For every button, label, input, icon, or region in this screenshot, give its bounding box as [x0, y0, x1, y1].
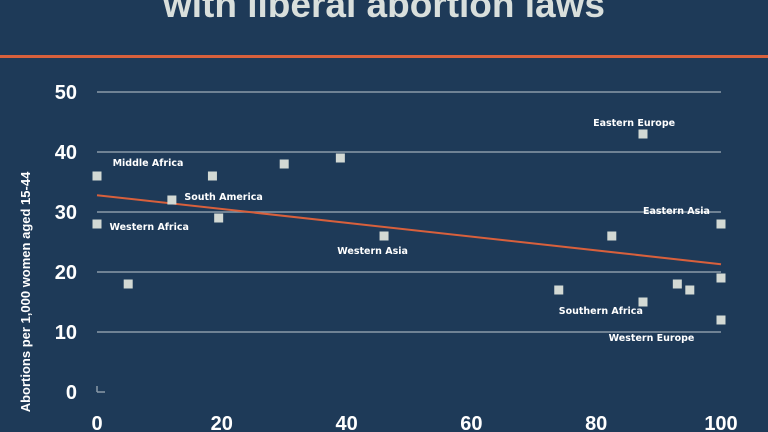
- data-point: [214, 213, 224, 223]
- data-point: [207, 171, 217, 181]
- data-point: [638, 129, 648, 139]
- y-tick-label: 50: [55, 82, 77, 104]
- x-tick-label: 60: [460, 413, 482, 432]
- point-annotation: Western Africa: [109, 222, 188, 233]
- data-point: [607, 231, 617, 241]
- point-annotation: Middle Africa: [113, 158, 184, 169]
- x-tick-label: 0: [91, 413, 102, 432]
- data-point: [379, 231, 389, 241]
- y-tick-label: 20: [55, 262, 77, 284]
- data-point: [167, 195, 177, 205]
- data-point: [638, 297, 648, 307]
- data-point: [92, 219, 102, 229]
- data-point: [335, 153, 345, 163]
- data-point: [672, 279, 682, 289]
- y-axis-label: Abortions per 1,000 women aged 15-44: [18, 171, 33, 412]
- y-tick-label: 40: [55, 142, 77, 164]
- data-point: [716, 219, 726, 229]
- x-tick-label: 100: [704, 413, 737, 432]
- x-tick-label: 40: [335, 413, 357, 432]
- data-point: [685, 285, 695, 295]
- data-point: [554, 285, 564, 295]
- point-annotation: Western Asia: [337, 246, 408, 257]
- point-annotation: Eastern Asia: [643, 206, 710, 217]
- data-point: [123, 279, 133, 289]
- x-tick-label: 20: [211, 413, 233, 432]
- y-tick-label: 30: [55, 202, 77, 224]
- title-divider: [0, 55, 768, 58]
- trendline: [96, 194, 722, 266]
- data-point: [716, 273, 726, 283]
- point-annotation: South America: [184, 192, 262, 203]
- chart-title: with liberal abortion laws: [162, 0, 605, 25]
- point-annotation: Western Europe: [609, 333, 695, 344]
- data-point: [279, 159, 289, 169]
- point-annotation: Eastern Europe: [593, 118, 675, 129]
- data-point: [716, 315, 726, 325]
- y-tick-label: 0: [66, 382, 77, 404]
- x-tick-label: 80: [585, 413, 607, 432]
- y-tick-label: 10: [55, 322, 77, 344]
- data-point: [92, 171, 102, 181]
- point-annotation: Southern Africa: [559, 306, 643, 317]
